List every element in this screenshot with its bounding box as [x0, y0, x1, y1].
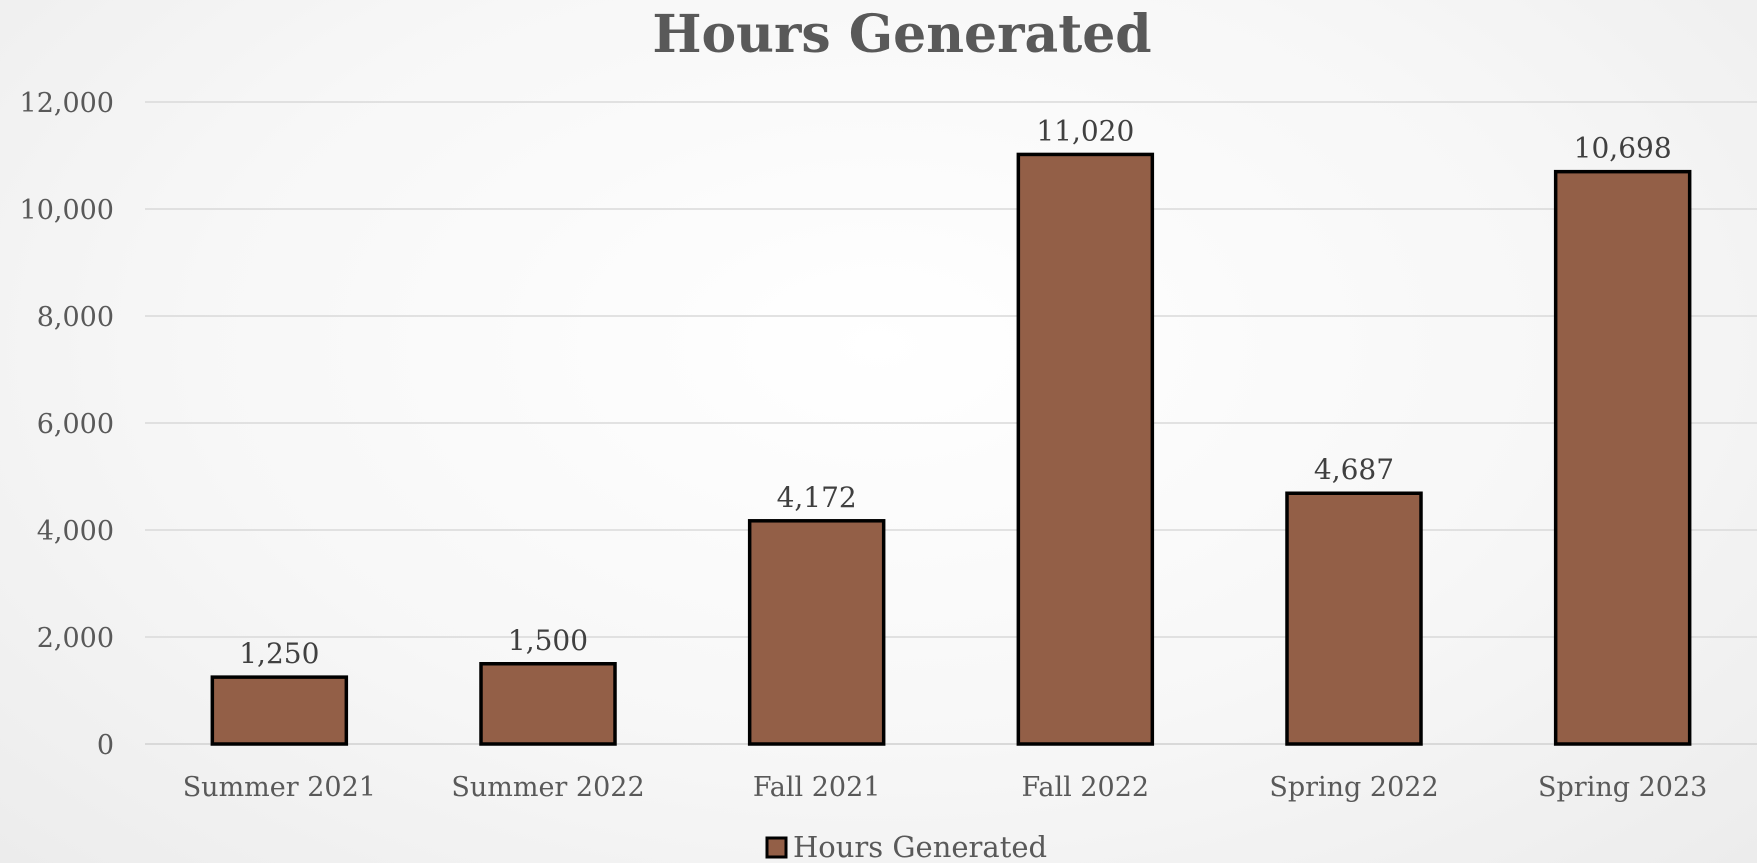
bar: [1016, 152, 1155, 746]
x-tick-label: Summer 2021: [183, 772, 376, 803]
x-tick-label: Fall 2022: [1022, 772, 1150, 803]
y-tick-label: 12,000: [20, 88, 114, 119]
data-label: 4,687: [1314, 453, 1394, 486]
data-label: 4,172: [777, 481, 857, 514]
legend: Hours Generated: [765, 830, 1047, 863]
data-label: 1,250: [239, 637, 319, 670]
y-tick-label: 4,000: [37, 516, 114, 547]
y-tick-label: 10,000: [20, 195, 114, 226]
bar: [479, 662, 617, 746]
x-axis-tick-labels: Summer 2021 Summer 2022 Fall 2021 Fall 2022…: [183, 772, 1708, 803]
legend-label: Hours Generated: [793, 830, 1047, 863]
data-label: 1,500: [508, 624, 588, 657]
y-tick-label: 8,000: [37, 302, 114, 333]
bars: 1,250 1,500 4,172 11,020 4,687 10,698: [210, 114, 1692, 746]
y-axis-tick-labels: 0 2,000 4,000 6,000 8,000 10,000 12,000: [20, 88, 114, 761]
data-label: 10,698: [1574, 132, 1672, 165]
data-label: 11,020: [1036, 114, 1134, 147]
bar: [210, 675, 349, 746]
chart-title: Hours Generated: [652, 4, 1151, 65]
bar: [1285, 491, 1423, 746]
x-tick-label: Spring 2022: [1269, 772, 1438, 803]
y-tick-label: 2,000: [37, 623, 114, 654]
x-tick-label: Summer 2022: [451, 772, 644, 803]
y-tick-label: 6,000: [37, 409, 114, 440]
bar: [747, 519, 886, 746]
legend-swatch: [765, 836, 788, 859]
gridlines: [145, 101, 1757, 745]
y-tick-label: 0: [97, 730, 114, 761]
bar: [1553, 169, 1692, 746]
x-tick-label: Fall 2021: [753, 772, 881, 803]
x-tick-label: Spring 2023: [1538, 772, 1707, 803]
